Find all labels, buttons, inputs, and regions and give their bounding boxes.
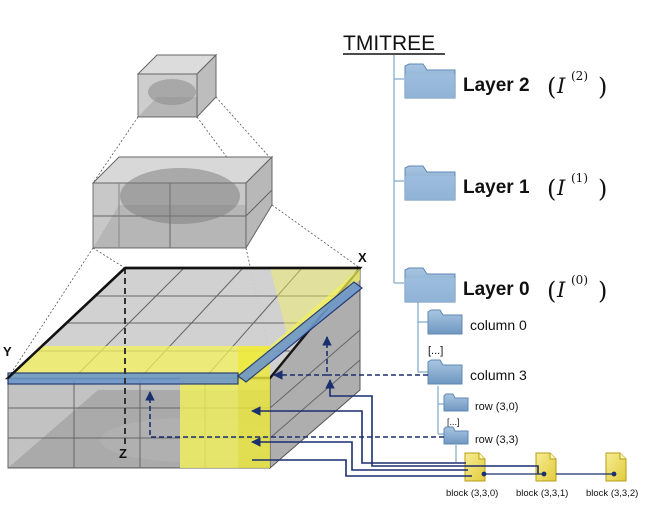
layer-math-base: I <box>556 176 566 200</box>
svg-text:): ) <box>598 277 607 305</box>
axis-z-label: Z <box>119 446 127 461</box>
layer-1-label: Layer 1 ( I (1) ) <box>463 171 607 203</box>
folder-icon[interactable] <box>443 393 469 412</box>
volume-layer-2 <box>136 53 218 119</box>
mapping-arrows <box>145 336 539 477</box>
layer-0-label: Layer 0 ( I (0) ) <box>463 273 607 305</box>
svg-text:(: ( <box>547 277 556 305</box>
block-3-3-0-label: block (3,3,0) <box>446 488 498 499</box>
volume-pyramid: X Y Z <box>3 53 367 470</box>
tree: TMITREE <box>343 32 638 499</box>
folder-icon[interactable] <box>427 309 463 335</box>
folder-icon[interactable] <box>404 267 456 303</box>
svg-text:(: ( <box>547 73 556 101</box>
svg-text:): ) <box>598 175 607 203</box>
row-3-3-label: row (3,3) <box>475 434 518 446</box>
column-ellipsis: [...] <box>428 345 443 357</box>
tree-title: TMITREE <box>343 32 435 55</box>
svg-text:): ) <box>598 73 607 101</box>
layer-label: Layer 1 <box>463 177 530 198</box>
column-3-label: column 3 <box>470 367 527 383</box>
layer-label: Layer 0 <box>463 279 530 300</box>
svg-text:(: ( <box>547 175 556 203</box>
folder-icon[interactable] <box>404 63 456 99</box>
block-3-3-1-label: block (3,3,1) <box>516 488 568 499</box>
layer-math-sup: (1) <box>571 171 588 185</box>
folder-icon[interactable] <box>427 359 463 385</box>
axis-y-label: Y <box>3 344 12 359</box>
block-3-3-2-label: block (3,3,2) <box>586 488 638 499</box>
layer-math-base: I <box>556 74 566 98</box>
layer-2-label: Layer 2 ( I (2) ) <box>463 69 607 101</box>
folder-icon[interactable] <box>443 426 469 445</box>
axis-x-label: X <box>358 250 367 265</box>
layer-label: Layer 2 <box>463 75 530 96</box>
column-0-label: column 0 <box>470 317 527 333</box>
layer-math-sup: (0) <box>571 273 588 287</box>
row-ellipsis: [...] <box>447 417 460 427</box>
layer-math-base: I <box>556 278 566 302</box>
volume-layer-0 <box>4 266 363 470</box>
volume-layer-1 <box>91 155 274 250</box>
layer-math-sup: (2) <box>571 69 588 83</box>
row-3-0-label: row (3,0) <box>475 401 518 413</box>
file-icon[interactable] <box>605 452 627 482</box>
file-icon[interactable] <box>535 452 557 482</box>
folder-icon[interactable] <box>404 165 456 201</box>
